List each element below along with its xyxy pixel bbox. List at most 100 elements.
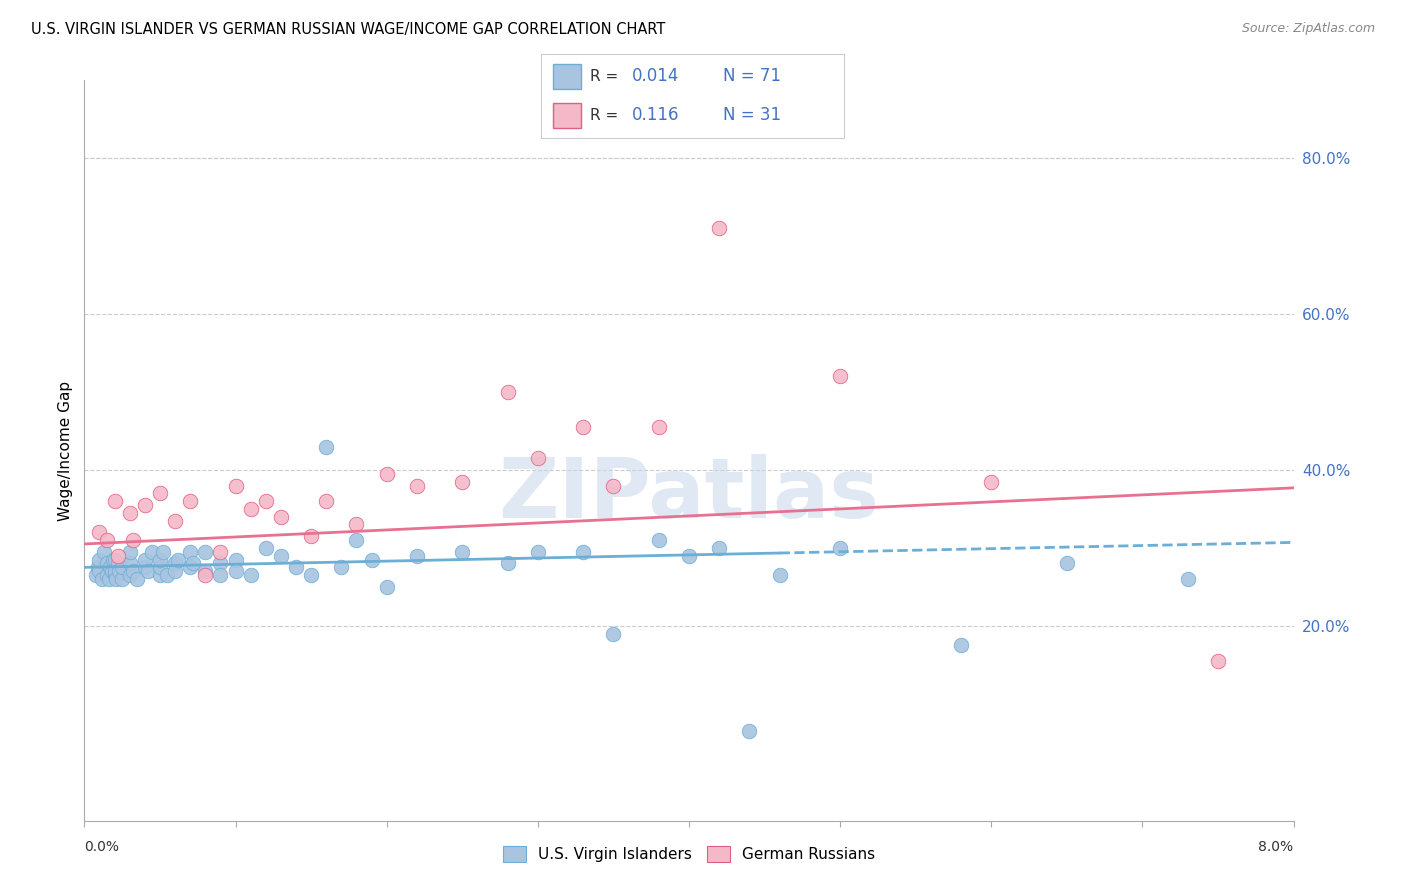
Point [149,552,172,566]
Point [107,557,129,571]
Point [194,568,217,582]
Point [104,552,127,566]
Text: ZIPatlas: ZIPatlas [499,454,879,535]
Point [89,525,111,540]
Bar [554,103,581,128]
Point [167,552,190,566]
Point [254,541,277,555]
Bar [554,63,581,89]
Point [93,545,115,559]
Point [406,549,429,563]
Point [111,560,134,574]
Point [209,557,232,571]
Point [121,564,143,578]
Text: U.S. VIRGIN ISLANDER VS GERMAN RUSSIAN WAGE/INCOME GAP CORRELATION CHART: U.S. VIRGIN ISLANDER VS GERMAN RUSSIAN W… [31,22,665,37]
Point [738,724,761,739]
Point [194,564,217,578]
Point [165,557,187,571]
Point [1056,557,1078,571]
Point [100,564,122,578]
Text: N = 31: N = 31 [723,106,780,124]
Point [360,552,382,566]
Point [165,514,187,528]
Point [239,502,262,516]
Point [225,552,247,566]
Point [239,568,262,582]
Point [270,549,292,563]
Point [209,568,232,582]
Point [709,541,731,555]
Point [152,545,174,559]
Y-axis label: Wage/Income Gap: Wage/Income Gap [58,380,73,521]
Point [96,568,118,582]
Point [86,568,108,582]
Point [830,541,852,555]
Point [209,545,232,559]
Point [104,494,127,508]
Point [149,486,172,500]
Point [285,560,308,574]
Point [134,560,156,574]
Point [1206,654,1229,668]
Point [572,420,595,434]
Point [149,568,172,582]
Point [89,552,111,566]
Point [108,564,131,578]
Text: 0.014: 0.014 [633,68,679,86]
Point [118,506,141,520]
Point [107,549,129,563]
Text: Source: ZipAtlas.com: Source: ZipAtlas.com [1241,22,1375,36]
Point [602,626,624,640]
Point [980,475,1002,489]
Point [527,545,550,559]
Point [375,580,398,594]
Point [156,568,179,582]
Point [315,440,337,454]
Point [96,557,118,571]
Point [346,533,368,547]
Point [104,568,127,582]
Point [111,572,134,586]
Point [87,560,110,574]
Point [648,420,671,434]
Point [136,564,159,578]
Point [179,494,201,508]
Point [496,384,519,399]
Point [127,572,149,586]
Point [1177,572,1199,586]
Point [121,533,143,547]
Point [134,498,156,512]
Point [118,568,141,582]
Point [346,517,368,532]
Point [118,545,141,559]
Point [572,545,595,559]
Point [225,564,247,578]
Point [179,560,201,574]
Point [134,552,156,566]
Point [315,494,337,508]
Point [709,221,731,235]
Point [105,572,128,586]
Point [225,478,247,492]
Point [98,560,121,574]
Point [254,494,277,508]
Point [179,545,201,559]
Text: 0.0%: 0.0% [84,840,120,855]
Point [141,545,163,559]
Point [330,560,353,574]
Point [91,572,114,586]
Text: R =: R = [589,108,617,123]
Point [527,451,550,466]
Point [165,564,187,578]
Point [101,552,124,566]
Point [181,557,204,571]
Point [830,369,852,384]
Text: R =: R = [589,69,617,84]
Point [299,529,322,543]
Point [118,557,141,571]
Point [270,509,292,524]
Point [104,564,127,578]
Point [678,549,700,563]
Point [194,545,217,559]
Text: N = 71: N = 71 [723,68,780,86]
